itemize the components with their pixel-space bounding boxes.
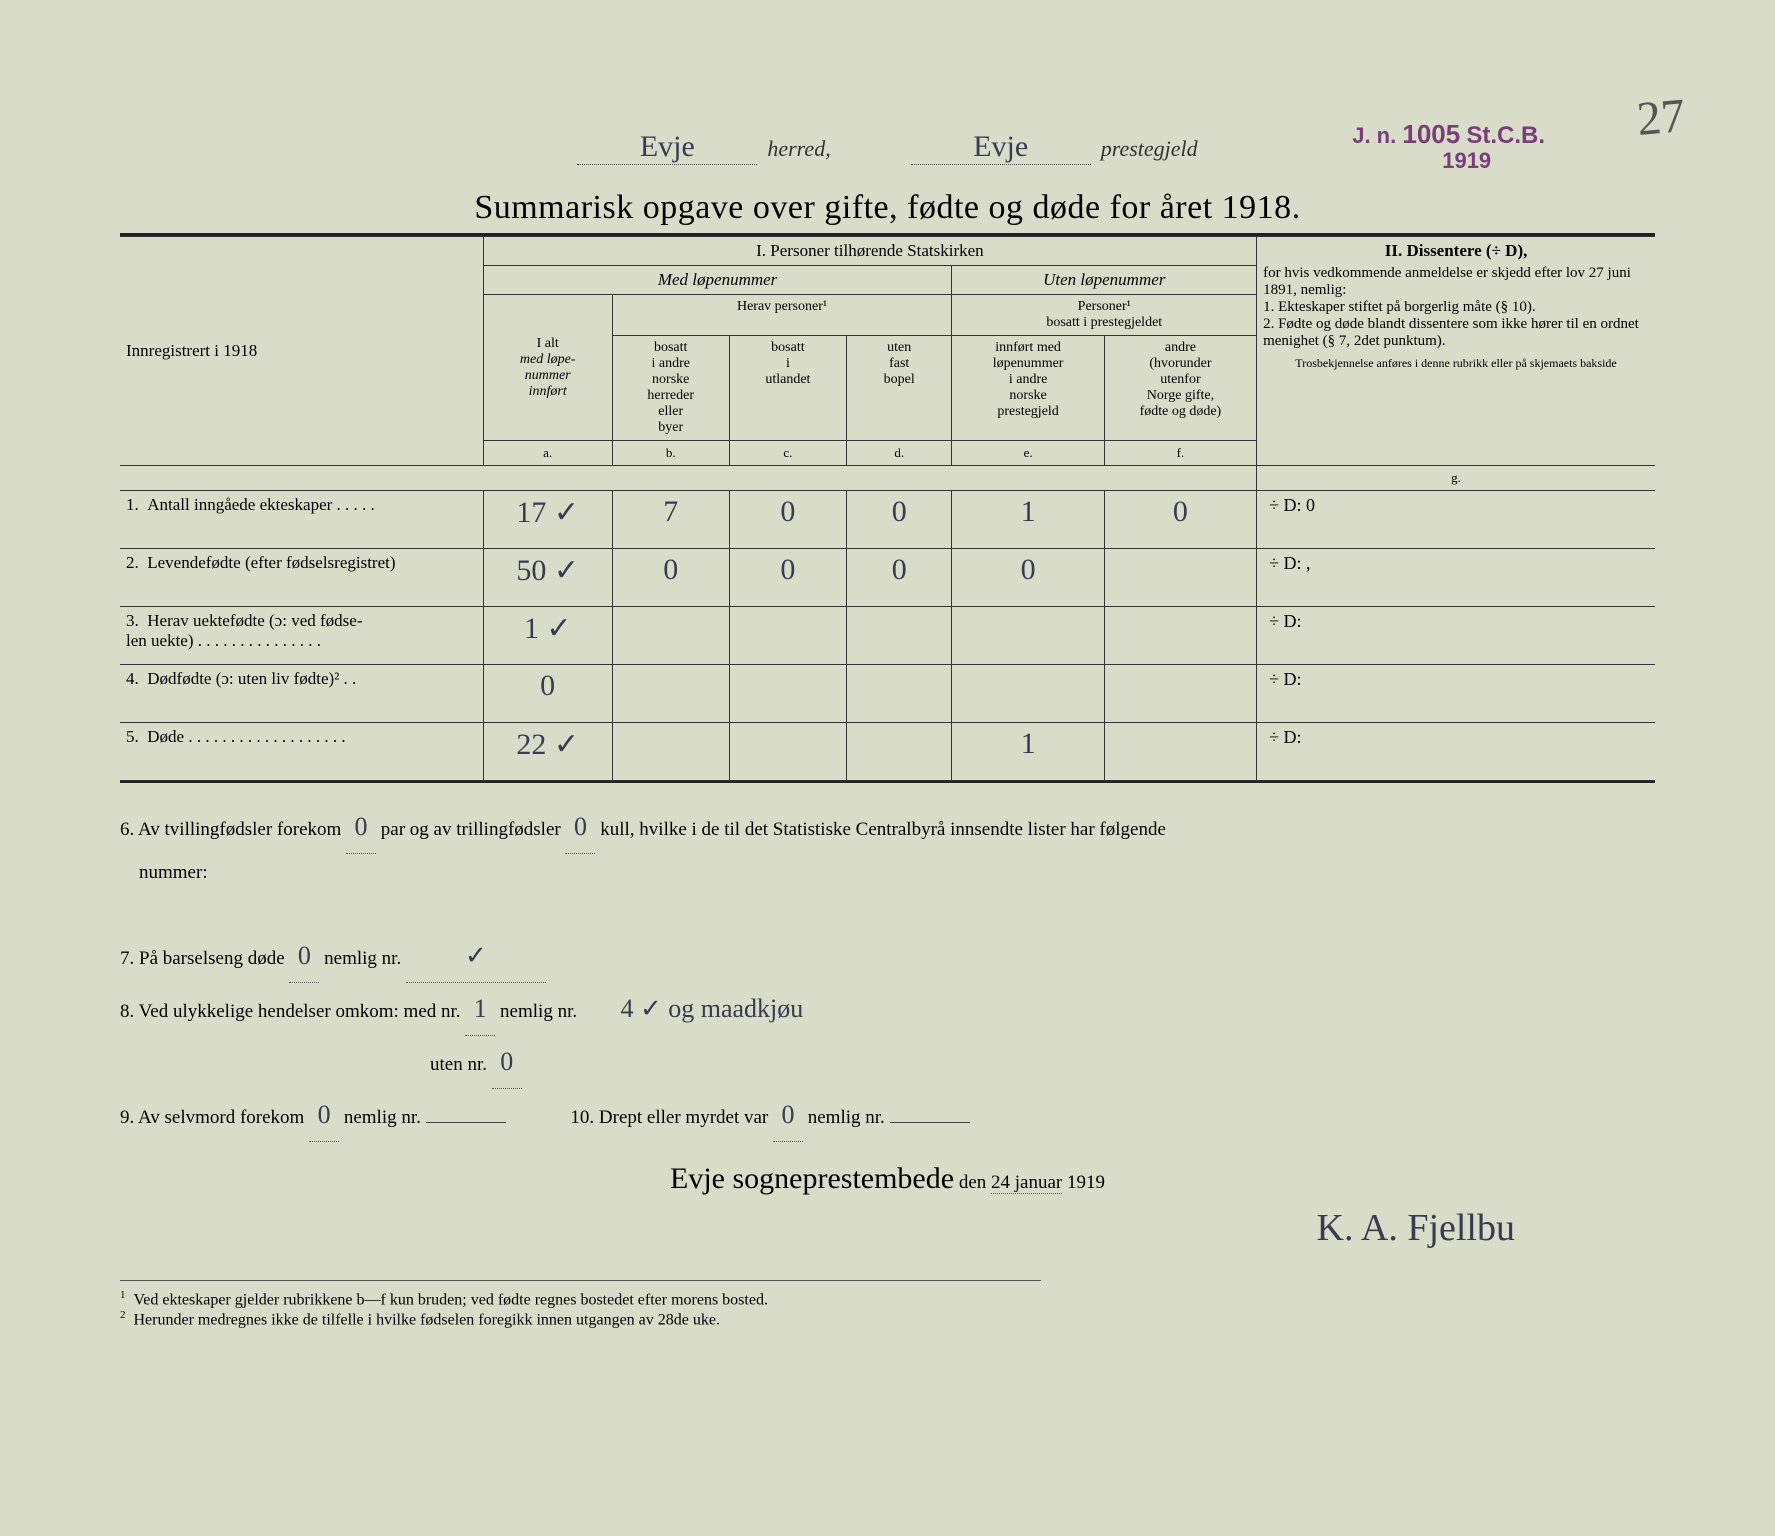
col-f-head: andre (hvorunder utenfor Norge gifte, fø… xyxy=(1104,336,1256,441)
section2-cell: II. Dissentere (÷ D), for hvis vedkommen… xyxy=(1257,237,1655,466)
stamp-number: 1005 xyxy=(1402,119,1460,149)
sig-date: 24 januar xyxy=(991,1172,1062,1194)
row5-c xyxy=(729,723,846,781)
below-section: 6. Av tvillingfødsler forekom 0 par og a… xyxy=(120,801,1655,1142)
section2-head: II. Dissentere (÷ D), xyxy=(1263,241,1649,261)
row3-e xyxy=(952,607,1104,665)
row4-b xyxy=(612,665,729,723)
herav-head: Herav personer¹ xyxy=(612,295,952,336)
col-innreg: Innregistrert i 1918 xyxy=(120,237,483,466)
row5-f xyxy=(1104,723,1256,781)
col-e-head: innført med løpenummer i andre norske pr… xyxy=(952,336,1104,441)
row2-e: 0 xyxy=(952,549,1104,607)
letter-a: a. xyxy=(483,441,612,466)
letter-b: b. xyxy=(612,441,729,466)
row1-e: 1 xyxy=(952,491,1104,549)
row2-c: 0 xyxy=(729,549,846,607)
stamp-year: 1919 xyxy=(1442,148,1491,173)
section2-body: for hvis vedkommende anmeldelse er skjed… xyxy=(1263,265,1639,349)
row3-b xyxy=(612,607,729,665)
personer-head: Personer¹bosatt i prestegjeldet xyxy=(952,295,1257,336)
row5-e: 1 xyxy=(952,723,1104,781)
row1-d: 0 xyxy=(846,491,951,549)
prestegjeld-value: Evje xyxy=(911,130,1091,165)
row4-a: 0 xyxy=(483,665,612,723)
row3-c xyxy=(729,607,846,665)
stamp-prefix: J. n. xyxy=(1352,123,1396,148)
col-d-head: uten fast bopel xyxy=(846,336,951,441)
section2-small: Trosbekjennelse anføres i denne rubrikk … xyxy=(1263,356,1649,371)
line8: 8. Ved ulykkelige hendelser omkom: med n… xyxy=(120,983,1655,1089)
footnote-2: 2 Herunder medregnes ikke de tilfelle i … xyxy=(120,1309,1041,1329)
row4-f xyxy=(1104,665,1256,723)
row3-label: 3. Herav uektefødte (ɔ: ved fødse- len u… xyxy=(120,607,483,665)
row4-label: 4. Dødfødte (ɔ: uten liv fødte)² . . xyxy=(120,665,483,723)
row2-f xyxy=(1104,549,1256,607)
summary-table: Innregistrert i 1918 I. Personer tilhøre… xyxy=(120,236,1655,781)
col-b-head: bosatt i andre norske herreder eller bye… xyxy=(612,336,729,441)
row5-b xyxy=(612,723,729,781)
sig-year: 19 xyxy=(1086,1172,1105,1193)
row3-d xyxy=(846,607,951,665)
row5-g: ÷ D: xyxy=(1257,723,1655,781)
section1-head: I. Personer tilhørende Statskirken xyxy=(483,237,1256,266)
signature: K. A. Fjellbu xyxy=(120,1206,1515,1250)
row2-b: 0 xyxy=(612,549,729,607)
herred-value: Evje xyxy=(577,130,757,165)
row3-g: ÷ D: xyxy=(1257,607,1655,665)
row4-c xyxy=(729,665,846,723)
row3-a: 1 ✓ xyxy=(483,607,612,665)
row1-a: 17 ✓ xyxy=(483,491,612,549)
letter-e: e. xyxy=(952,441,1104,466)
row5-label: 5. Døde . . . . . . . . . . . . . . . . … xyxy=(120,723,483,781)
letter-g: g. xyxy=(1257,466,1655,491)
table-bottom-rule xyxy=(120,781,1655,783)
prestegjeld-label: prestegjeld xyxy=(1101,136,1198,162)
stamp-suffix: St.C.B. xyxy=(1466,122,1545,149)
line7: 7. På barselseng døde 0 nemlig nr. ✓ xyxy=(120,930,1655,983)
table-row: 3. Herav uektefødte (ɔ: ved fødse- len u… xyxy=(120,607,1655,665)
uten-lope: Uten løpenummer xyxy=(952,266,1257,295)
table-row: 4. Dødfødte (ɔ: uten liv fødte)² . . 0 ÷… xyxy=(120,665,1655,723)
row1-g: ÷ D: 0 xyxy=(1257,491,1655,549)
row4-g: ÷ D: xyxy=(1257,665,1655,723)
herred-label: herred, xyxy=(767,136,830,162)
med-lope: Med løpenummer xyxy=(483,266,952,295)
row2-g: ÷ D: , xyxy=(1257,549,1655,607)
sig-place: Evje sogneprestembede xyxy=(670,1162,954,1195)
date-line: Evje sogneprestembede den 24 januar 1919 xyxy=(120,1162,1655,1196)
letter-c: c. xyxy=(729,441,846,466)
footnote-1: 1 Ved ekteskaper gjelder rubrikkene b—f … xyxy=(120,1289,1041,1309)
line6: 6. Av tvillingfødsler forekom 0 par og a… xyxy=(120,801,1655,892)
row2-label: 2. Levendefødte (efter fødselsregistret) xyxy=(120,549,483,607)
table-row: 5. Døde . . . . . . . . . . . . . . . . … xyxy=(120,723,1655,781)
row1-label: 1. Antall inngåede ekteskaper . . . . . xyxy=(120,491,483,549)
col-c-head: bosatt i utlandet xyxy=(729,336,846,441)
row5-a: 22 ✓ xyxy=(483,723,612,781)
row3-f xyxy=(1104,607,1256,665)
footnotes: 1 Ved ekteskaper gjelder rubrikkene b—f … xyxy=(120,1280,1041,1330)
row2-d: 0 xyxy=(846,549,951,607)
row1-c: 0 xyxy=(729,491,846,549)
row4-e xyxy=(952,665,1104,723)
letter-d: d. xyxy=(846,441,951,466)
form-title: Summarisk opgave over gifte, fødte og dø… xyxy=(120,189,1655,227)
row4-d xyxy=(846,665,951,723)
table-row: 1. Antall inngåede ekteskaper . . . . . … xyxy=(120,491,1655,549)
page-number: 27 xyxy=(1635,88,1688,147)
row1-f: 0 xyxy=(1104,491,1256,549)
row1-b: 7 xyxy=(612,491,729,549)
table-row: 2. Levendefødte (efter fødselsregistret)… xyxy=(120,549,1655,607)
registry-stamp: J. n. 1005 St.C.B. 1919 xyxy=(1352,120,1545,174)
letter-f: f. xyxy=(1104,441,1256,466)
row5-d xyxy=(846,723,951,781)
col-a-head: I altmed løpe- nummer innført xyxy=(483,295,612,441)
document-page: 27 J. n. 1005 St.C.B. 1919 Evje herred, … xyxy=(0,0,1775,1536)
row2-a: 50 ✓ xyxy=(483,549,612,607)
line9-10: 9. Av selvmord forekom 0 nemlig nr. 10. … xyxy=(120,1089,1655,1142)
